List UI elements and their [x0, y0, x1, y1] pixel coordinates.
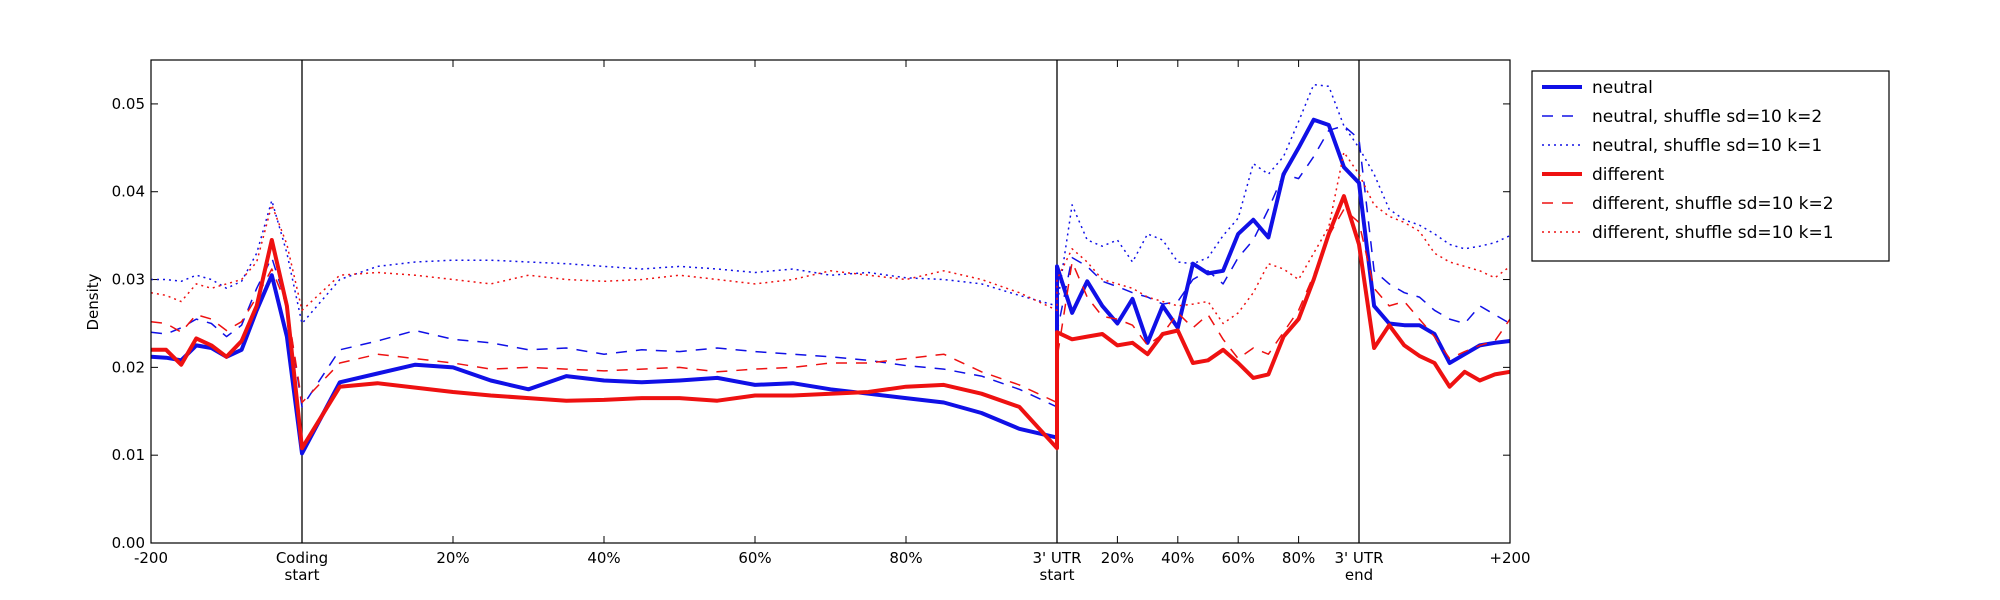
series-line-different-shuffle-sd-10-k-1 [150, 151, 1511, 325]
y-tick-label: 0.01 [112, 446, 145, 464]
x-tick-label: 20% [1101, 549, 1134, 567]
y-tick-label: 0.04 [112, 183, 145, 201]
x-tick-label: 20% [436, 549, 469, 567]
legend-label: neutral, shuffle sd=10 k=2 [1592, 107, 1822, 127]
legend-label: different [1592, 165, 1665, 185]
y-axis-ticks: 0.00 0.01 0.02 0.03 0.04 0.05 [112, 95, 1510, 552]
series-line-different-shuffle-sd-10-k-2 [150, 208, 1511, 404]
legend-label: neutral, shuffle sd=10 k=1 [1592, 136, 1822, 156]
series-lines [150, 83, 1511, 456]
legend-label: different, shuffle sd=10 k=1 [1592, 223, 1834, 243]
legend-label: different, shuffle sd=10 k=2 [1592, 194, 1834, 214]
x-tick-label: 3' UTR start [1033, 549, 1082, 584]
x-tick-label: 80% [889, 549, 922, 567]
y-tick-label: 0.05 [112, 95, 145, 113]
y-tick-label: 0.03 [112, 271, 145, 289]
x-tick-label: +200 [1489, 549, 1530, 567]
x-tick-label: 80% [1282, 549, 1315, 567]
legend-label: neutral [1592, 78, 1653, 98]
x-tick-label: 60% [1222, 549, 1255, 567]
x-tick-label: -200 [134, 549, 168, 567]
legend-frame [1531, 70, 1890, 262]
plot-area-frame [150, 59, 1511, 544]
x-tick-label: Coding start [276, 549, 328, 584]
x-tick-label: 40% [1161, 549, 1194, 567]
x-tick-label: 40% [587, 549, 620, 567]
series-line-neutral-shuffle-sd-10-k-1 [151, 83, 1511, 325]
y-axis-label: Density [84, 273, 102, 330]
x-tick-label: 3' UTR end [1335, 549, 1384, 584]
x-axis-ticks: -200 Coding start 20% 40% 60% 80% 3' UTR start 20… [134, 60, 1531, 584]
y-tick-label: 0.02 [112, 358, 145, 376]
x-tick-label: 60% [738, 549, 771, 567]
y-tick-label: 0.00 [112, 534, 145, 552]
legend: neutral neutral, shuffle sd=10 k=2 neutral… [1531, 70, 1890, 262]
